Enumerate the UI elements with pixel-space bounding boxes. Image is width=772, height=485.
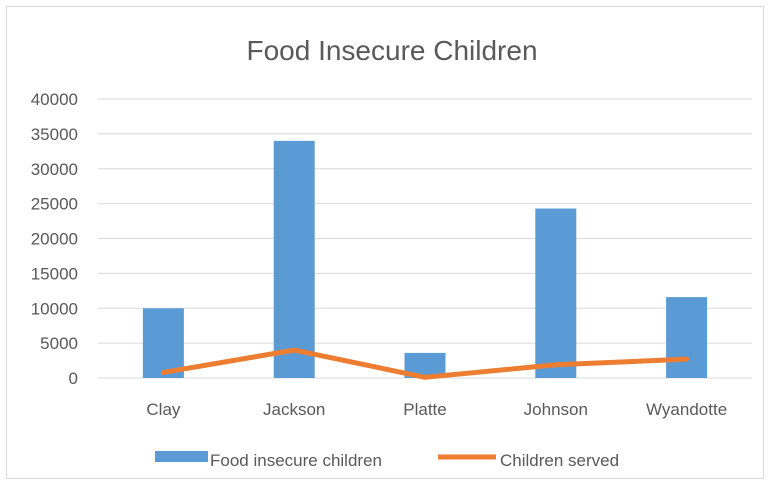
y-tick-label: 30000: [31, 160, 78, 179]
x-tick-label: Johnson: [524, 400, 588, 419]
y-tick-label: 5000: [40, 334, 78, 353]
bar-jackson: [273, 140, 315, 378]
legend-label-food-insecure: Food insecure children: [210, 451, 382, 470]
x-tick-label: Platte: [403, 400, 446, 419]
y-tick-label: 10000: [31, 299, 78, 318]
y-tick-label: 35000: [31, 125, 78, 144]
y-tick-label: 25000: [31, 195, 78, 214]
legend: Food insecure children Children served: [155, 451, 619, 470]
line-series: [160, 347, 690, 380]
line-point: [424, 376, 426, 378]
line-point: [293, 349, 295, 351]
x-tick-label: Jackson: [263, 400, 325, 419]
line-point: [686, 358, 688, 360]
chart-title: Food Insecure Children: [246, 35, 537, 66]
x-tick-label: Wyandotte: [646, 400, 727, 419]
x-axis-ticks: Clay Jackson Platte Johnson Wyandotte: [146, 400, 727, 419]
y-tick-label: 15000: [31, 264, 78, 283]
y-axis-ticks: 0 5000 10000 15000 20000 25000 30000 35000 40000: [31, 90, 78, 388]
line-point: [162, 371, 164, 373]
bar-johnson: [535, 208, 577, 378]
gridlines: [98, 98, 752, 379]
x-tick-label: Clay: [146, 400, 181, 419]
bar-wyandotte: [666, 297, 708, 378]
legend-label-children-served: Children served: [500, 451, 619, 470]
legend-swatch-bar: [155, 451, 208, 462]
bar-series: [142, 140, 708, 378]
line-point: [555, 364, 557, 366]
bar-clay: [142, 308, 184, 378]
y-tick-label: 20000: [31, 230, 78, 249]
chart-frame: [6, 6, 764, 479]
y-tick-label: 40000: [31, 90, 78, 109]
y-tick-label: 0: [69, 369, 78, 388]
